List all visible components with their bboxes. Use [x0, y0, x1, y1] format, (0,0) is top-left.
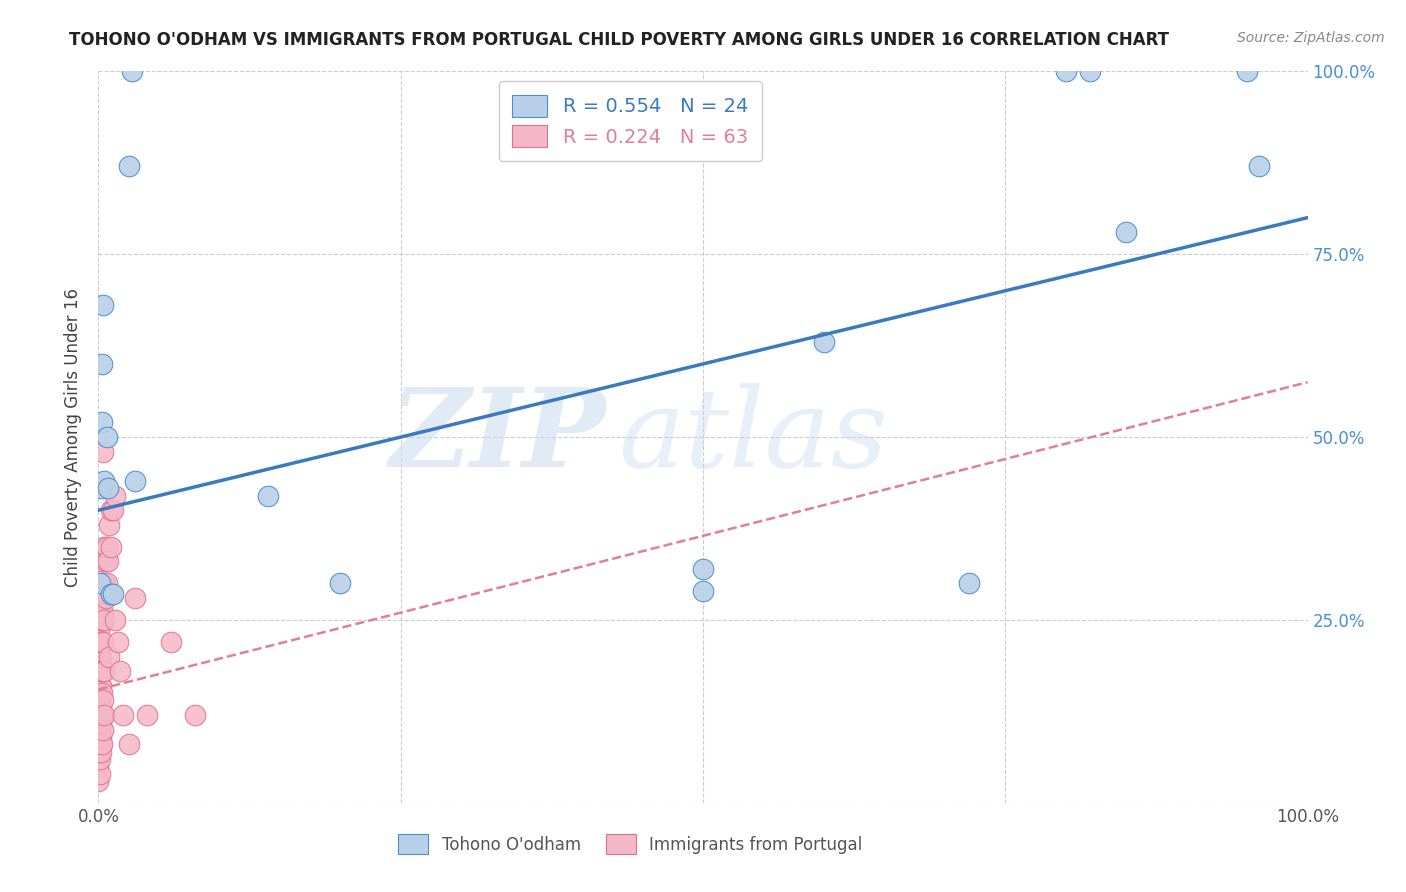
Point: [96, 540, 118, 554]
Point: [1054, 64, 1077, 78]
Point: [90, 700, 112, 714]
Point: [91, 635, 114, 649]
Point: [89, 723, 111, 737]
Point: [118, 160, 141, 174]
Point: [89, 693, 111, 707]
Point: [89, 679, 111, 693]
Point: [104, 613, 127, 627]
Point: [104, 489, 127, 503]
Point: [91, 606, 114, 620]
Point: [90, 576, 112, 591]
Point: [101, 503, 124, 517]
Point: [124, 591, 146, 605]
Point: [90, 679, 112, 693]
Text: ZIP: ZIP: [389, 384, 606, 491]
Point: [90, 481, 112, 495]
Point: [90, 613, 112, 627]
Point: [160, 635, 183, 649]
Point: [93, 576, 115, 591]
Point: [91, 298, 114, 312]
Point: [89, 664, 111, 678]
Point: [90, 599, 112, 613]
Point: [91, 357, 114, 371]
Point: [91, 635, 114, 649]
Point: [1249, 160, 1271, 174]
Point: [96, 576, 118, 591]
Point: [93, 474, 115, 488]
Point: [91, 693, 114, 707]
Point: [98, 517, 121, 532]
Point: [101, 587, 124, 601]
Point: [692, 562, 714, 576]
Point: [184, 708, 207, 723]
Point: [108, 664, 131, 678]
Point: [89, 620, 111, 634]
Point: [90, 730, 112, 744]
Point: [87, 773, 110, 788]
Point: [329, 576, 352, 591]
Point: [91, 737, 114, 751]
Point: [813, 334, 835, 349]
Point: [93, 708, 115, 723]
Point: [89, 766, 111, 780]
Point: [87, 759, 110, 773]
Point: [100, 503, 122, 517]
Point: [111, 708, 134, 723]
Point: [91, 686, 114, 700]
Point: [93, 613, 115, 627]
Point: [98, 649, 121, 664]
Point: [89, 752, 111, 766]
Point: [89, 708, 111, 723]
Point: [91, 554, 114, 568]
Point: [107, 635, 129, 649]
Point: [1115, 225, 1137, 239]
Point: [91, 576, 114, 591]
Point: [1236, 64, 1258, 78]
Point: [91, 444, 114, 458]
Point: [93, 540, 115, 554]
Point: [1078, 64, 1101, 78]
Point: [97, 481, 120, 495]
Point: [121, 64, 143, 78]
Text: Source: ZipAtlas.com: Source: ZipAtlas.com: [1237, 31, 1385, 45]
Point: [89, 649, 111, 664]
Point: [93, 664, 115, 678]
Y-axis label: Child Poverty Among Girls Under 16: Child Poverty Among Girls Under 16: [65, 287, 83, 587]
Point: [96, 430, 118, 444]
Point: [91, 591, 114, 605]
Point: [97, 554, 120, 568]
Point: [94, 591, 117, 605]
Point: [100, 587, 122, 601]
Point: [91, 664, 114, 678]
Point: [89, 606, 111, 620]
Point: [91, 664, 114, 678]
Text: atlas: atlas: [619, 384, 889, 491]
Legend: Tohono O'odham, Immigrants from Portugal: Tohono O'odham, Immigrants from Portugal: [392, 828, 869, 860]
Point: [94, 554, 117, 568]
Point: [124, 474, 146, 488]
Point: [256, 489, 278, 503]
Point: [89, 635, 111, 649]
Point: [91, 708, 114, 723]
Point: [957, 576, 980, 591]
Point: [91, 723, 114, 737]
Point: [90, 649, 112, 664]
Point: [91, 416, 114, 430]
Point: [90, 715, 112, 730]
Text: TOHONO O'ODHAM VS IMMIGRANTS FROM PORTUGAL CHILD POVERTY AMONG GIRLS UNDER 16 CO: TOHONO O'ODHAM VS IMMIGRANTS FROM PORTUG…: [69, 31, 1168, 49]
Point: [91, 613, 114, 627]
Point: [118, 737, 141, 751]
Point: [89, 737, 111, 751]
Point: [692, 583, 714, 598]
Point: [89, 576, 111, 591]
Point: [100, 540, 122, 554]
Point: [135, 708, 157, 723]
Point: [90, 745, 112, 759]
